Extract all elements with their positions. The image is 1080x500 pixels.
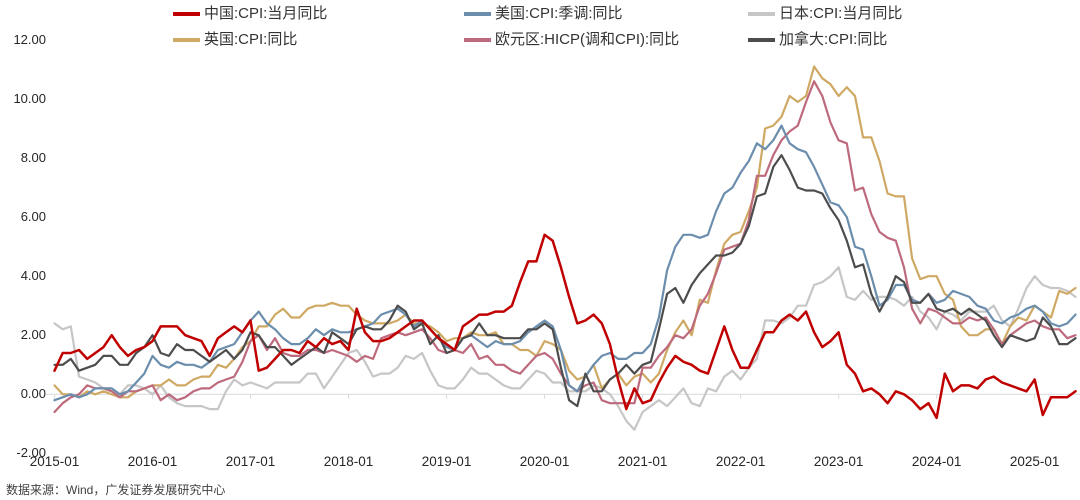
legend-item-uk: 英国:CPI:同比	[173, 31, 297, 49]
y-tick-label: 2.00	[20, 327, 46, 343]
x-tick-label: 2017-01	[225, 454, 276, 469]
legend-label: 加拿大:CPI:同比	[779, 31, 888, 48]
x-tick-label: 2018-01	[323, 454, 374, 469]
legend-swatch-canada	[748, 38, 775, 42]
y-tick-label: 4.00	[20, 268, 46, 284]
x-tick-label: 2021-01	[617, 454, 668, 469]
series-line-canada	[53, 154, 1077, 408]
legend-item-canada: 加拿大:CPI:同比	[748, 31, 887, 49]
data-source-note: 数据来源：Wind，广发证券发展研究中心	[6, 483, 226, 497]
series-line-japan	[53, 266, 1077, 431]
x-tick-label: 2022-01	[715, 454, 766, 469]
x-tick-label: 2024-01	[911, 454, 962, 469]
y-tick-label: 12.00	[13, 31, 46, 47]
x-tick-label: 2015-01	[29, 454, 80, 469]
y-tick-label: 6.00	[20, 209, 46, 225]
legend-item-us: 美国:CPI:季调:同比	[464, 5, 623, 23]
x-tick-label: 2023-01	[813, 454, 864, 469]
y-tick-label: 10.00	[13, 91, 46, 106]
legend-swatch-eurozone	[464, 38, 491, 42]
legend-label: 英国:CPI:同比	[204, 31, 298, 48]
legend-item-china: 中国:CPI:当月同比	[173, 5, 327, 23]
legend-item-eurozone: 欧元区:HICP(调和CPI):同比	[464, 31, 679, 49]
legend-swatch-japan	[748, 12, 775, 16]
series-line-china	[53, 233, 1077, 420]
x-tick-label: 2016-01	[127, 454, 178, 469]
x-tick-label: 2020-01	[519, 454, 570, 469]
legend-swatch-china	[173, 12, 200, 16]
legend-label: 欧元区:HICP(调和CPI):同比	[495, 31, 680, 48]
legend-label: 中国:CPI:当月同比	[204, 5, 328, 22]
legend-swatch-uk	[173, 38, 200, 42]
legend-item-japan: 日本:CPI:当月同比	[748, 5, 902, 23]
y-tick-label: -2.00	[16, 445, 46, 461]
x-tick-label: 2019-01	[421, 454, 472, 469]
legend-label: 美国:CPI:季调:同比	[495, 5, 623, 22]
legend-label: 日本:CPI:当月同比	[779, 5, 903, 22]
series-line-uk	[53, 65, 1077, 399]
y-tick-label: 0.00	[20, 386, 46, 402]
y-tick-label: 8.00	[20, 150, 46, 166]
x-tick-label: 2025-01	[1009, 454, 1060, 469]
legend-swatch-us	[464, 12, 491, 16]
